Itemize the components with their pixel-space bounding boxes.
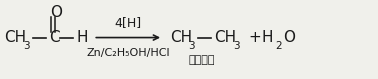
Text: +: + [248,30,261,45]
Text: CH: CH [5,30,26,45]
Text: 2: 2 [276,41,282,52]
Text: C: C [49,30,59,45]
Text: 4[H]: 4[H] [115,16,142,29]
Text: O: O [50,5,62,20]
Text: एथेन: एथेन [188,55,215,65]
Text: CH: CH [170,30,192,45]
Text: 3: 3 [23,41,30,52]
Text: CH: CH [214,30,236,45]
Text: Zn/C₂H₅OH/HCl: Zn/C₂H₅OH/HCl [86,48,170,58]
Text: H: H [76,30,88,45]
Text: H: H [261,30,273,45]
Text: 3: 3 [189,41,195,52]
Text: O: O [283,30,295,45]
Text: 3: 3 [233,41,240,52]
